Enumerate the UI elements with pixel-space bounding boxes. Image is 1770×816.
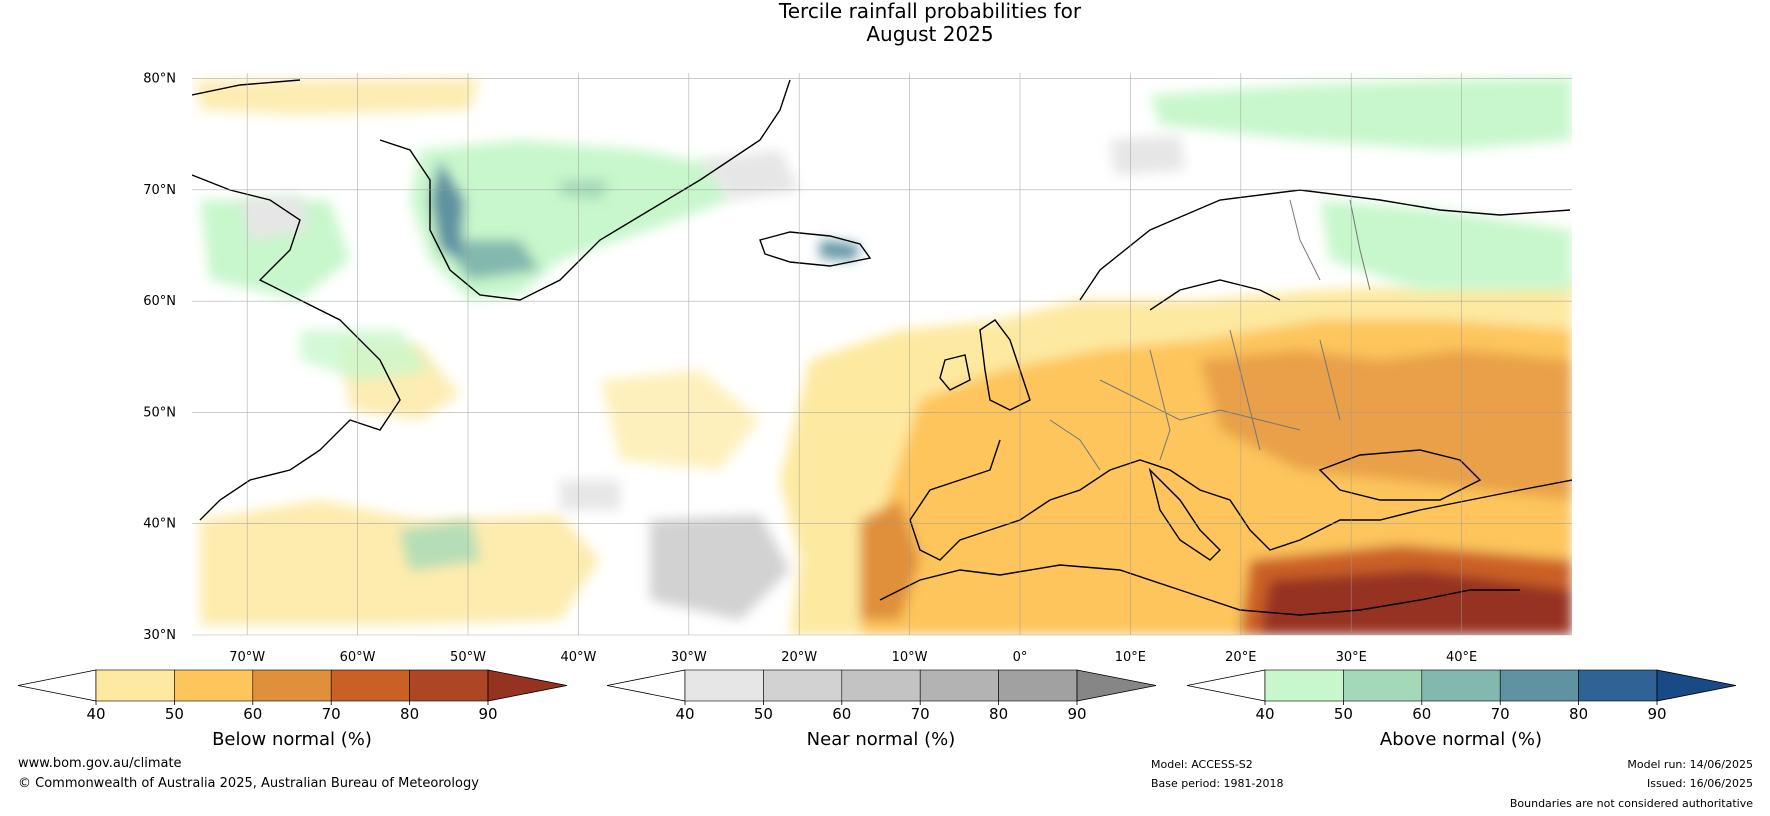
colorbar-1: 40 50 60 70 80 90 Below normal (%) <box>17 669 568 750</box>
map-panel <box>192 73 1572 636</box>
boundaries-disclaimer: Boundaries are not considered authoritat… <box>1509 797 1753 810</box>
colorbar-label: Above normal (%) <box>1380 729 1542 750</box>
colorbar-tick-label: 90 <box>1647 705 1666 723</box>
colorbars: 40 50 60 70 80 90 Below normal (%) 40 50 60 70 80 90… <box>17 669 1737 750</box>
colorbar-tick-label: 80 <box>989 705 1008 723</box>
website-link[interactable]: www.bom.gov.au/climate <box>18 756 182 771</box>
colorbar-extend-high <box>487 669 568 702</box>
below-normal-shading <box>195 78 1572 635</box>
lon-tick-label: 40°E <box>1446 650 1477 665</box>
colorbar-tick-label: 90 <box>1067 705 1086 723</box>
colorbar-tick-label: 40 <box>1255 705 1274 723</box>
issued-date: Issued: 16/06/2025 <box>1646 777 1753 790</box>
lat-tick-label: 30°N <box>143 628 176 643</box>
lon-tick-label: 20°W <box>781 650 817 665</box>
lon-tick-label: 40°W <box>560 650 596 665</box>
colorbar-label: Below normal (%) <box>212 729 372 750</box>
colorbar-segment <box>95 669 175 702</box>
lon-tick-label: 60°W <box>340 650 376 665</box>
colorbar-tick-label: 80 <box>1569 705 1588 723</box>
colorbar-segment <box>763 669 843 702</box>
base-period: Base period: 1981-2018 <box>1151 777 1284 790</box>
lon-tick-label: 30°E <box>1336 650 1367 665</box>
lat-tick-label: 40°N <box>143 517 176 532</box>
longitude-labels: 70°W 60°W 50°W 40°W 30°W 20°W 10°W 0° 10°E 20°E 30… <box>229 650 1477 665</box>
lon-tick-label: 30°W <box>671 650 707 665</box>
graticule <box>192 73 1572 636</box>
colorbar-tick-label: 60 <box>1412 705 1431 723</box>
colorbar-segment <box>919 669 999 702</box>
colorbar-segment <box>1264 669 1344 702</box>
lon-tick-label: 10°W <box>892 650 928 665</box>
colorbar-segment <box>1343 669 1423 702</box>
colorbar-segment <box>998 669 1078 702</box>
colorbar-tick-label: 70 <box>911 705 930 723</box>
colorbar-segment <box>684 669 764 702</box>
colorbar-2: 40 50 60 70 80 90 Near normal (%) <box>606 669 1157 750</box>
copyright-text: © Commonwealth of Australia 2025, Austra… <box>18 776 479 791</box>
colorbar-tick-label: 70 <box>322 705 341 723</box>
colorbar-segment <box>409 669 489 702</box>
lon-tick-label: 10°E <box>1115 650 1146 665</box>
colorbar-extend-low <box>606 669 686 702</box>
colorbar-tick-label: 40 <box>675 705 694 723</box>
country-borders <box>1049 199 1371 471</box>
lat-tick-label: 50°N <box>143 405 176 420</box>
colorbar-tick-label: 70 <box>1491 705 1510 723</box>
colorbar-tick-label: 60 <box>832 705 851 723</box>
lon-tick-label: 0° <box>1013 650 1028 665</box>
colorbar-tick-label: 50 <box>1334 705 1353 723</box>
colorbar-3: 40 50 60 70 80 90 Above normal (%) <box>1186 669 1737 750</box>
colorbar-tick-label: 80 <box>400 705 419 723</box>
title-line-1: Tercile rainfall probabilities for <box>778 0 1082 23</box>
lat-tick-label: 70°N <box>143 183 176 198</box>
colorbar-label: Near normal (%) <box>807 729 956 750</box>
colorbar-segment <box>174 669 254 702</box>
colorbar-segment <box>330 669 410 702</box>
colorbar-tick-label: 60 <box>243 705 262 723</box>
lat-tick-label: 80°N <box>143 72 176 87</box>
colorbar-segment <box>1499 669 1579 702</box>
lat-tick-label: 60°N <box>143 294 176 309</box>
model-run-date: Model run: 14/06/2025 <box>1627 758 1753 771</box>
colorbar-segment <box>252 669 332 702</box>
colorbar-segment <box>1421 669 1501 702</box>
lon-tick-label: 20°E <box>1225 650 1256 665</box>
lon-tick-label: 70°W <box>229 650 265 665</box>
model-name: Model: ACCESS-S2 <box>1151 758 1253 771</box>
colorbar-extend-low <box>17 669 97 702</box>
colorbar-segment <box>1578 669 1658 702</box>
latitude-labels: 80°N 70°N 60°N 50°N 40°N 30°N <box>143 72 176 643</box>
above-normal-shading <box>200 78 1572 570</box>
colorbar-extend-high <box>1656 669 1737 702</box>
probability-field <box>195 78 1572 635</box>
colorbar-extend-low <box>1186 669 1266 702</box>
colorbar-tick-label: 50 <box>165 705 184 723</box>
colorbar-tick-label: 50 <box>754 705 773 723</box>
lon-tick-label: 50°W <box>450 650 486 665</box>
colorbar-tick-label: 90 <box>478 705 497 723</box>
colorbar-segment <box>841 669 921 702</box>
colorbar-extend-high <box>1076 669 1157 702</box>
map-title: Tercile rainfall probabilities for Augus… <box>0 0 1770 46</box>
title-line-2: August 2025 <box>866 22 994 46</box>
colorbar-tick-label: 40 <box>86 705 105 723</box>
